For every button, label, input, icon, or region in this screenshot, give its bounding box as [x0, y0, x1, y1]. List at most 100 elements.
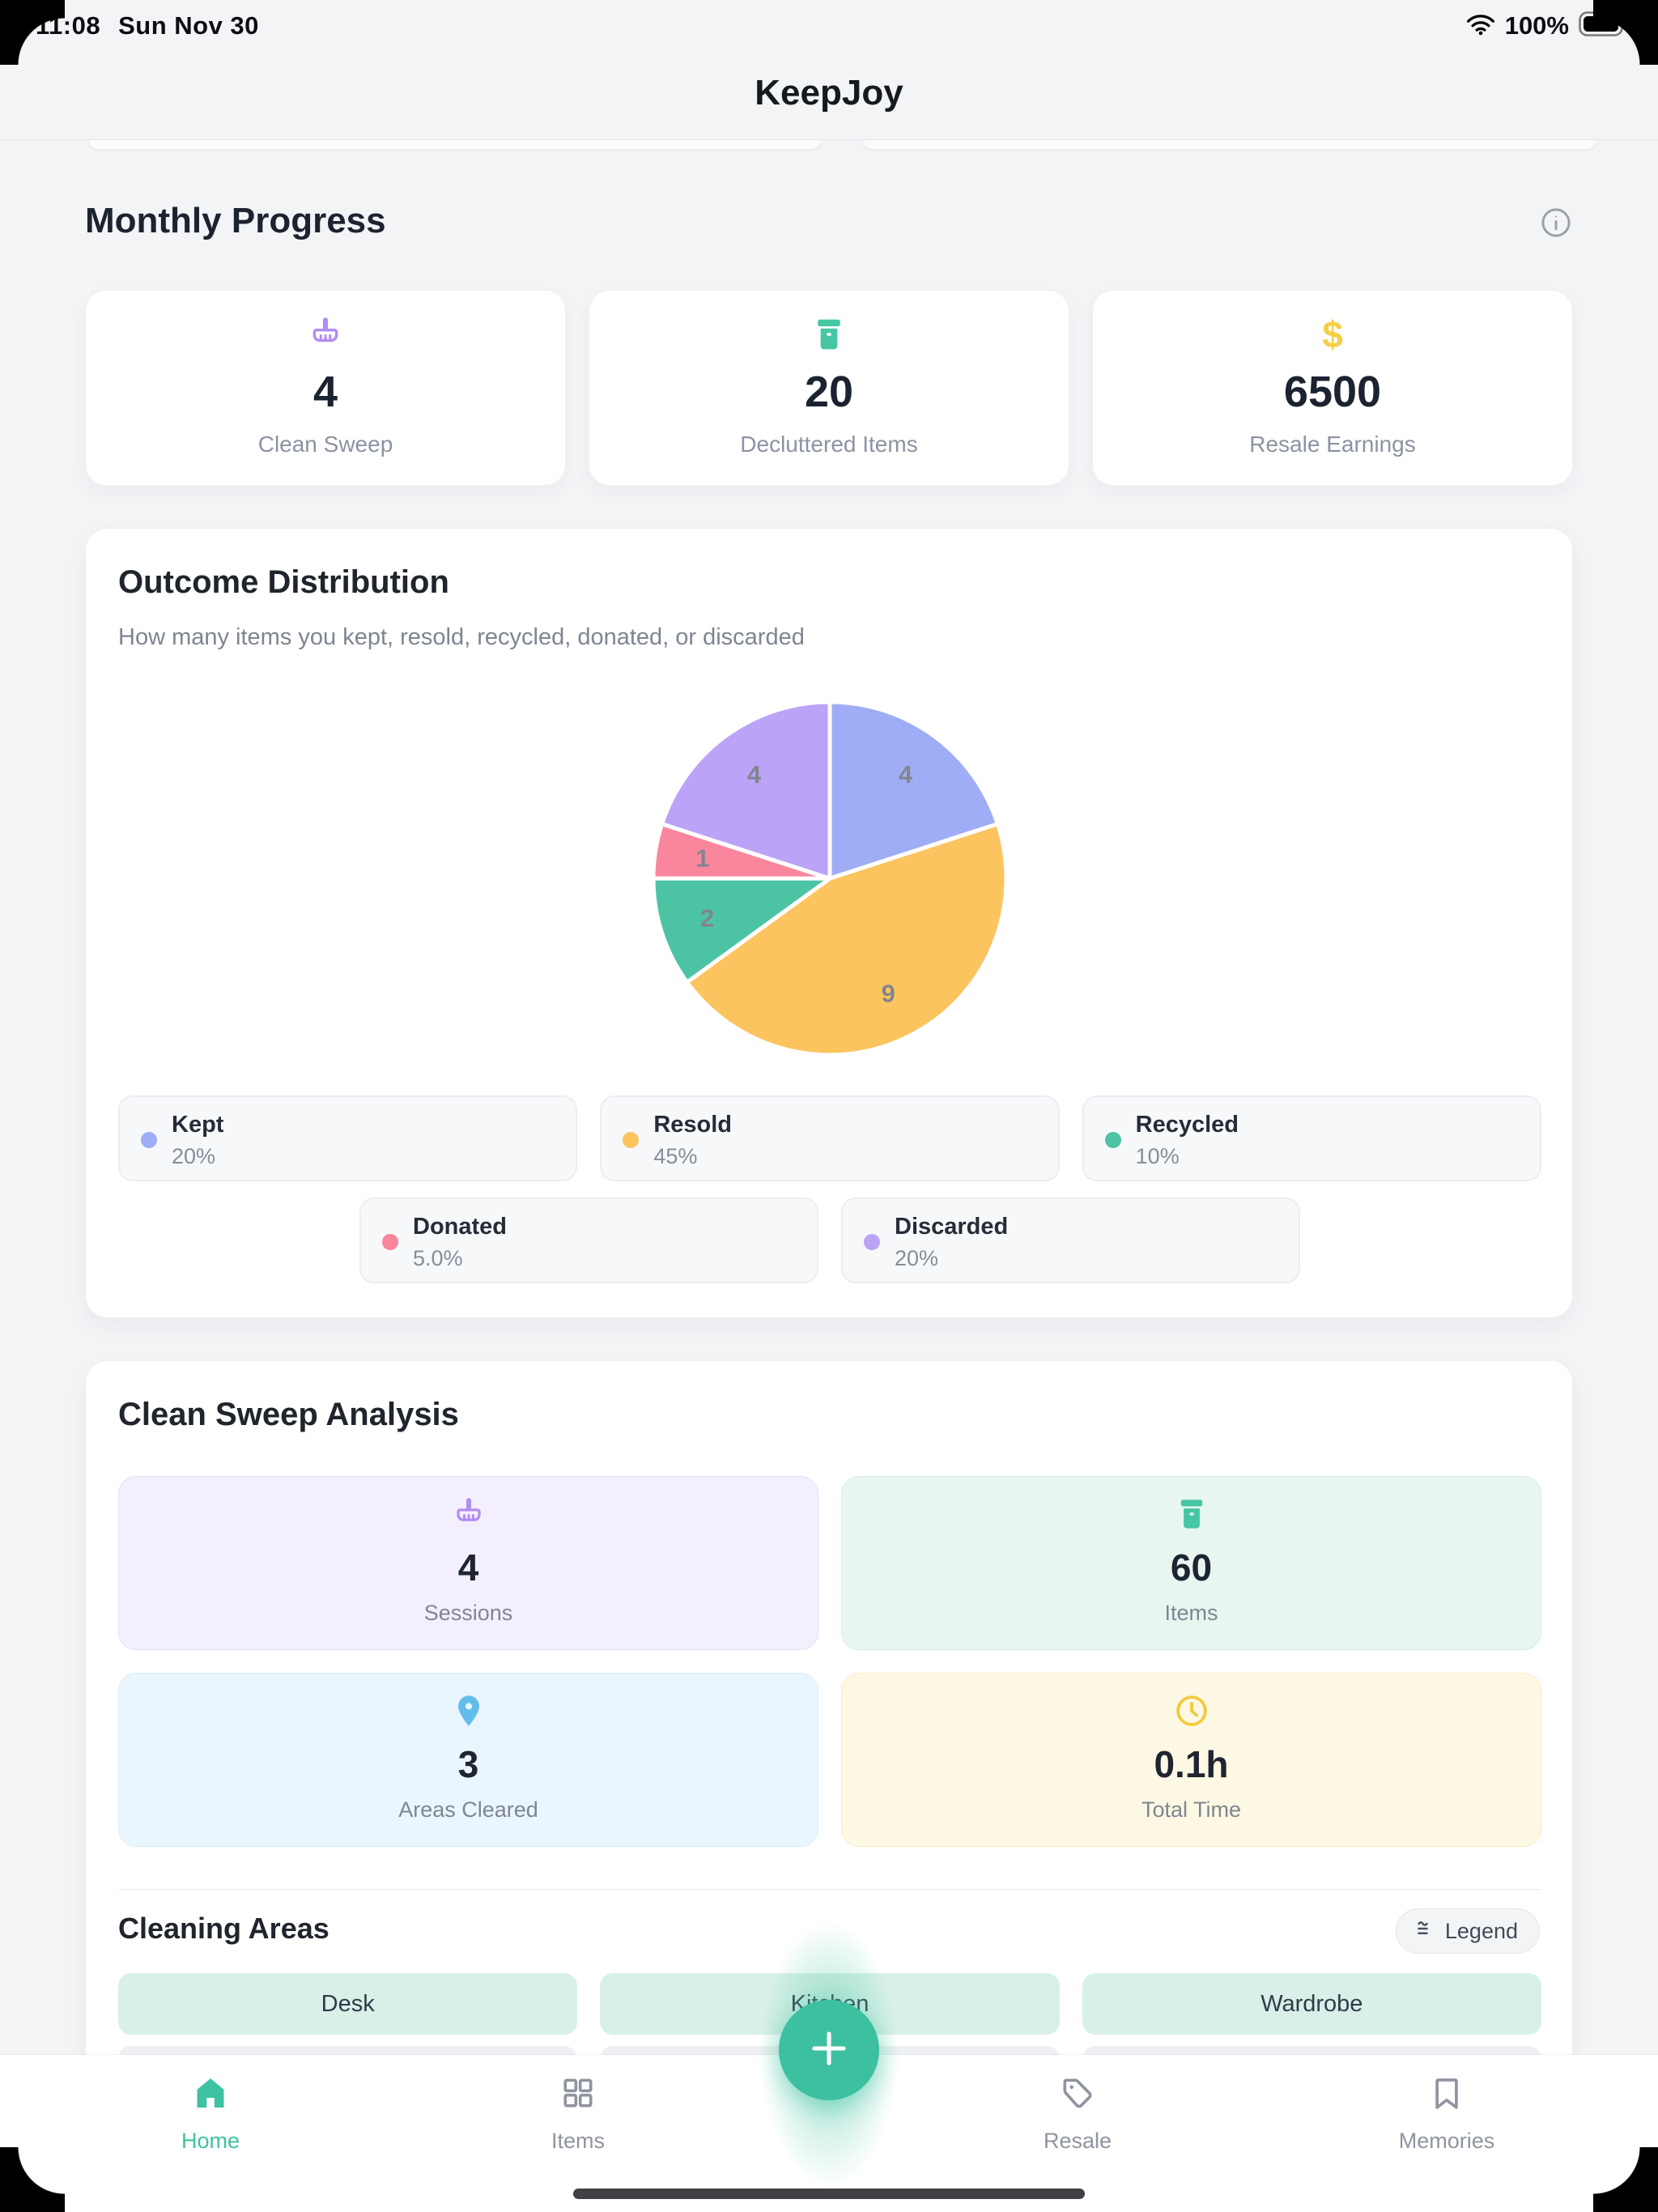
status-time-date: 11:08 Sun Nov 30 — [36, 11, 259, 40]
pie-slice-kept[interactable] — [827, 700, 1000, 881]
status-time: 11:08 — [36, 11, 101, 40]
legend-percent: 5.0% — [413, 1246, 463, 1270]
legend-name: Kept — [172, 1112, 224, 1138]
area-chip-desk[interactable]: Desk — [118, 1973, 578, 2035]
stat-label: Decluttered Items — [740, 432, 918, 457]
legend-dot — [1104, 1132, 1121, 1148]
analysis-label: Sessions — [423, 1601, 513, 1625]
outcome-pie-chart[interactable]: 4 9 2 1 4 — [636, 684, 1024, 1073]
legend-name: Donated — [413, 1214, 507, 1240]
analysis-value: 0.1h — [1154, 1743, 1229, 1785]
info-icon[interactable] — [1539, 206, 1573, 240]
analysis-card-items: 60 Items — [841, 1476, 1541, 1650]
stat-value: 6500 — [1283, 368, 1382, 416]
stat-card-decluttered-items: 20 Decluttered Items — [589, 290, 1069, 486]
monthly-progress-title: Monthly Progress — [85, 201, 386, 240]
analysis-value: 3 — [457, 1743, 479, 1785]
stat-value: 4 — [312, 368, 338, 416]
bookmark-icon — [1428, 2074, 1465, 2116]
tab-label: Resale — [1043, 2129, 1112, 2153]
legend-percent: 45% — [653, 1144, 698, 1168]
pie-slice-resold[interactable] — [685, 822, 1009, 1057]
legend-name: Recycled — [1135, 1112, 1239, 1138]
app-header: KeepJoy — [0, 0, 1658, 149]
legend-button[interactable]: Legend — [1395, 1908, 1540, 1954]
tab-home[interactable]: Home — [130, 2074, 291, 2154]
analysis-grid: 4 Sessions 60 Items — [118, 1476, 1541, 1847]
outcome-subtitle: How many items you kept, resold, recycle… — [118, 624, 805, 650]
brush-icon — [451, 1496, 487, 1536]
pie-slice-label: 2 — [700, 904, 714, 933]
divider — [118, 1889, 1541, 1890]
analysis-title: Clean Sweep Analysis — [118, 1397, 459, 1432]
analysis-card-sessions: 4 Sessions — [118, 1476, 818, 1650]
stat-card-resale-earnings: $ 6500 Resale Earnings — [1092, 290, 1573, 486]
area-chip-wardrobe[interactable]: Wardrobe — [1082, 1973, 1541, 2035]
status-indicators: 100% — [1466, 11, 1629, 40]
pie-slice-label: 4 — [899, 760, 913, 789]
legend-button-label: Legend — [1444, 1918, 1518, 1943]
analysis-value: 60 — [1170, 1546, 1213, 1589]
grid-icon — [559, 2074, 597, 2116]
pie-slice-label: 4 — [747, 760, 762, 789]
legend-dot — [623, 1132, 640, 1148]
pie-slice-discarded[interactable] — [660, 700, 832, 881]
cleaning-areas-title: Cleaning Areas — [118, 1912, 329, 1945]
analysis-card-areas-cleared: 3 Areas Cleared — [118, 1673, 818, 1847]
outcome-distribution-card: Outcome Distribution How many items you … — [85, 528, 1573, 1318]
analysis-label: Areas Cleared — [398, 1797, 538, 1822]
legend-percent: 20% — [895, 1246, 939, 1270]
analysis-label: Items — [1164, 1601, 1218, 1625]
legend-percent: 20% — [172, 1144, 216, 1168]
legend-chip-kept: Kept 20% — [118, 1095, 578, 1181]
stat-label: Resale Earnings — [1249, 432, 1416, 457]
outcome-legend-row-1: Kept 20% Resold 45% Recycled 10% — [118, 1095, 1541, 1181]
trash-icon — [810, 313, 848, 355]
outcome-title: Outcome Distribution — [118, 564, 449, 600]
battery-percent: 100% — [1504, 11, 1569, 40]
header-divider — [0, 139, 1658, 140]
scrolled-card-remnant — [89, 140, 820, 149]
home-indicator[interactable] — [573, 2189, 1085, 2199]
tab-resale[interactable]: Resale — [997, 2074, 1158, 2154]
status-bar: 11:08 Sun Nov 30 100% — [0, 0, 1658, 47]
clock-icon — [1174, 1693, 1209, 1733]
plus-icon — [803, 2023, 855, 2078]
tab-items[interactable]: Items — [497, 2074, 659, 2154]
wifi-icon — [1466, 13, 1495, 40]
analysis-card-total-time: 0.1h Total Time — [841, 1673, 1541, 1847]
monthly-progress-stats: 4 Clean Sweep 20 Decluttered Items $ 650… — [85, 290, 1573, 486]
battery-icon — [1579, 11, 1629, 40]
legend-dot — [141, 1132, 157, 1148]
pie-slice-recycled[interactable] — [651, 876, 832, 985]
app-title: KeepJoy — [755, 73, 903, 113]
tab-label: Home — [181, 2129, 240, 2153]
tab-label: Memories — [1398, 2129, 1495, 2153]
legend-name: Resold — [653, 1112, 733, 1138]
tab-memories[interactable]: Memories — [1366, 2074, 1528, 2154]
pie-slice-label: 1 — [695, 844, 709, 873]
legend-chip-resold: Resold 45% — [600, 1095, 1060, 1181]
outcome-legend-row-2: Donated 5.0% Discarded 20% — [359, 1197, 1300, 1283]
pin-icon — [451, 1693, 487, 1733]
status-date: Sun Nov 30 — [118, 11, 259, 40]
brush-icon — [307, 313, 344, 355]
analysis-value: 4 — [457, 1546, 479, 1589]
home-icon — [192, 2074, 229, 2116]
legend-chip-discarded: Discarded 20% — [841, 1197, 1300, 1283]
add-button[interactable] — [779, 2000, 879, 2100]
stat-label: Clean Sweep — [257, 432, 393, 457]
legend-percent: 10% — [1135, 1144, 1180, 1168]
legend-dot — [382, 1234, 398, 1250]
tab-label: Items — [551, 2129, 605, 2153]
legend-dot — [864, 1234, 880, 1250]
pie-slice-label: 9 — [882, 979, 895, 1007]
scrolled-card-remnant — [864, 140, 1596, 149]
tag-icon — [1059, 2074, 1096, 2116]
sliders-icon — [1413, 1916, 1437, 1946]
dollar-icon: $ — [1322, 313, 1343, 355]
trash-icon — [1174, 1496, 1209, 1536]
legend-chip-donated: Donated 5.0% — [359, 1197, 818, 1283]
legend-name: Discarded — [895, 1214, 1009, 1240]
